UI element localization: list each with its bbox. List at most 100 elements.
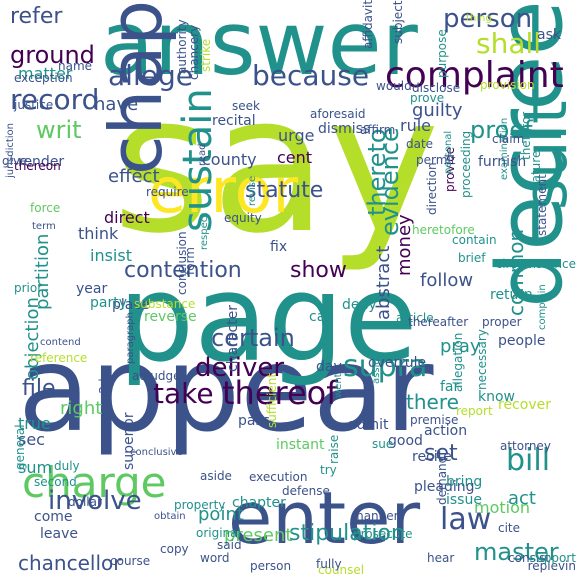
cloud-word-act: act — [508, 488, 536, 509]
cloud-word-counsel: counsel — [318, 563, 365, 576]
cloud-word-seek: seek — [232, 99, 260, 113]
cloud-word-authority: authority — [175, 19, 189, 74]
cloud-word-because: because — [252, 59, 370, 92]
cloud-word-jurisdiction: jurisdiction — [5, 123, 16, 178]
cloud-word-take: take — [153, 377, 214, 410]
cloud-word-original: original — [196, 526, 241, 540]
cloud-word-abstract: abstract — [373, 245, 394, 320]
cloud-word-dismiss: dismiss — [318, 121, 371, 137]
cloud-word-aforesaid: aforesaid — [310, 107, 366, 121]
cloud-word-disclose: disclose — [412, 81, 461, 95]
cloud-word-therefor: therefor — [519, 111, 533, 160]
cloud-word-there: there — [406, 390, 459, 414]
cloud-word-error: error — [148, 154, 299, 227]
cloud-word-proof: proof — [470, 116, 533, 144]
cloud-word-replevin: replevin — [527, 559, 576, 573]
cloud-word-urge: urge — [278, 126, 315, 145]
cloud-word-thing: thing — [466, 13, 492, 24]
cloud-word-person: person — [443, 4, 533, 34]
cloud-word-overrule: overrule — [368, 355, 427, 371]
cloud-word-know: know — [478, 389, 515, 405]
cloud-word-county: county — [202, 150, 257, 169]
cloud-word-demand: demand — [435, 455, 449, 505]
cloud-word-shall: shall — [476, 27, 542, 60]
cloud-word-thereof: thereof — [222, 374, 338, 412]
cloud-word-exception: exception — [14, 71, 73, 85]
cloud-word-party: party — [90, 295, 127, 311]
cloud-word-thereafter: thereafter — [408, 315, 469, 329]
cloud-word-admit: admit — [348, 417, 389, 433]
cloud-word-allegation: allegation — [451, 332, 465, 392]
cloud-word-writ: writ — [36, 116, 82, 144]
cloud-word-raise: raise — [327, 434, 341, 464]
cloud-word-cent: cent — [277, 148, 313, 167]
cloud-word-name: name — [58, 59, 93, 73]
cloud-word-superior: superior — [121, 412, 137, 470]
cloud-word-person: person — [250, 559, 292, 573]
cloud-word-right: right — [60, 398, 103, 419]
cloud-word-went: went — [333, 373, 344, 398]
cloud-word-thereto: thereto — [363, 128, 391, 216]
cloud-word-sec: sec — [18, 430, 45, 449]
cloud-word-effect: effect — [108, 166, 160, 187]
cloud-word-conclusive: conclusive — [130, 447, 183, 458]
cloud-word-force: force — [30, 201, 61, 215]
cloud-word-recite: recite — [412, 449, 452, 465]
cloud-word-render: render — [18, 154, 65, 170]
cloud-word-call: call — [309, 309, 334, 325]
cloud-word-supra: supra — [343, 349, 428, 384]
cloud-word-support: support — [529, 551, 576, 565]
cloud-word-sum: sum — [18, 458, 53, 477]
cloud-word-proceeding: proceeding — [459, 130, 473, 198]
cloud-word-set: set — [424, 441, 458, 466]
cloud-word-respect: respect — [199, 212, 210, 250]
cloud-word-give: give — [2, 154, 28, 168]
cloud-word-affirm: affirm — [360, 123, 396, 137]
cloud-word-leave: leave — [40, 526, 78, 542]
cloud-word-substance: substance — [134, 297, 196, 311]
cloud-word-course: course — [110, 554, 151, 568]
cloud-word-said: said — [217, 538, 242, 552]
cloud-word-rule: rule — [400, 116, 432, 135]
cloud-word-premise: premise — [410, 413, 459, 427]
cloud-word-reverse: reverse — [144, 309, 197, 325]
cloud-word-ask: ask — [537, 27, 561, 43]
cloud-word-permit: permit — [416, 153, 456, 167]
cloud-word-show: show — [290, 258, 347, 283]
cloud-word-master: master — [474, 538, 559, 566]
cloud-word-direction: direction — [425, 162, 439, 215]
cloud-word-prior: prior — [14, 281, 43, 295]
cloud-word-place: place — [112, 297, 150, 313]
cloud-word-statute: statute — [245, 178, 324, 203]
cloud-word-point: point — [198, 504, 244, 525]
cloud-word-refer: refer — [10, 4, 63, 29]
cloud-word-pray: pray — [440, 336, 481, 357]
cloud-word-thereon: thereon — [14, 159, 61, 173]
cloud-word-bill: bill — [506, 443, 551, 478]
cloud-word-provision: provision — [480, 78, 535, 92]
cloud-word-present: present — [224, 525, 293, 546]
cloud-word-prove: prove — [410, 91, 445, 105]
cloud-word-record: record — [10, 83, 100, 116]
cloud-word-duly: duly — [54, 459, 80, 473]
cloud-word-contend: contend — [40, 337, 81, 348]
cloud-word-return: return — [490, 287, 533, 303]
cloud-word-try: try — [320, 463, 337, 477]
cloud-word-certain: certain — [211, 324, 295, 352]
cloud-word-recital: recital — [212, 113, 256, 129]
cloud-word-insist: insist — [90, 246, 132, 265]
cloud-word-manner: manner — [352, 509, 399, 523]
cloud-word-obtain: obtain — [154, 511, 186, 522]
cloud-word-direct: direct — [104, 208, 150, 227]
cloud-word-copy: copy — [160, 542, 189, 556]
cloud-word-pass: pass — [238, 413, 271, 429]
cloud-word-brief: brief — [458, 251, 486, 265]
cloud-word-contain: contain — [452, 233, 497, 247]
cloud-word-chancellor: chancellor — [18, 551, 122, 575]
cloud-word-bring: bring — [446, 474, 483, 490]
cloud-word-true: true — [18, 414, 51, 433]
cloud-word-term: term — [32, 221, 56, 232]
cloud-word-attorney: attorney — [500, 439, 551, 453]
cloud-word-complaint: complaint — [385, 55, 564, 96]
